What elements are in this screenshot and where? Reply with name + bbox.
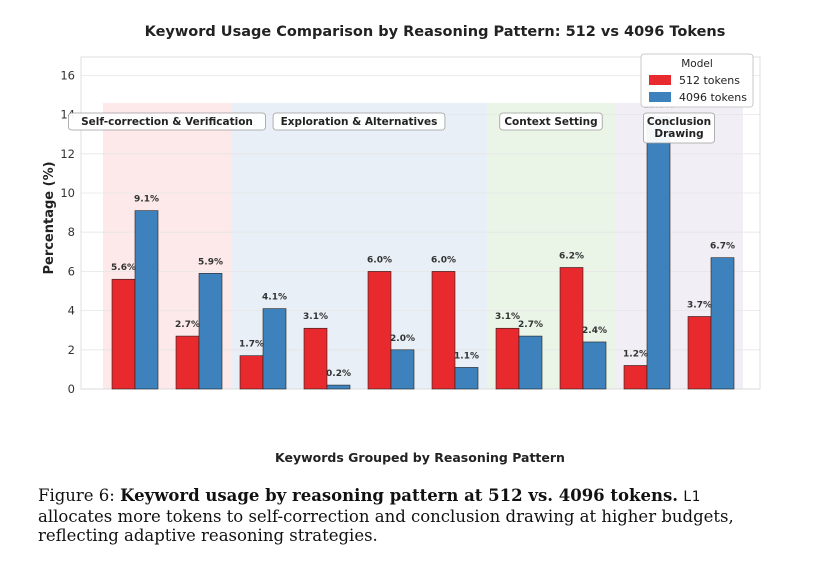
bar-4096-tokens: [582, 341, 607, 390]
bar-value-label: 1.1%: [454, 351, 479, 361]
bar-512-tokens: [495, 327, 520, 390]
bar-value-label: 4.1%: [262, 293, 287, 303]
y-tick-label: 6: [68, 264, 75, 278]
bar-512-tokens: [431, 271, 456, 390]
y-tick-label: 4: [68, 304, 75, 318]
group-label-box: [68, 112, 266, 131]
caption-title: Keyword usage by reasoning pattern at 51…: [120, 486, 678, 505]
bar-value-label: 1.2%: [623, 349, 648, 359]
figure-caption: Figure 6: Keyword usage by reasoning pat…: [38, 486, 778, 545]
bar-512-tokens: [367, 271, 392, 390]
bar-value-label: 6.7%: [710, 242, 735, 252]
bar-4096-tokens: [198, 273, 223, 390]
legend-label: 4096 tokens: [679, 91, 747, 104]
group-label-box: [272, 112, 446, 131]
bar-value-label: 0.2%: [326, 369, 351, 379]
bar-value-label: 3.1%: [495, 312, 520, 322]
legend-title: Model: [681, 58, 713, 70]
bar-512-tokens: [111, 278, 136, 390]
bar-512-tokens: [687, 316, 712, 390]
legend-label: 512 tokens: [679, 74, 740, 87]
y-tick-label: 8: [68, 225, 75, 239]
y-tick-label: 2: [68, 343, 75, 357]
legend-swatch: [649, 92, 671, 102]
bar-value-label: 6.0%: [431, 255, 456, 265]
bar-value-label: 6.0%: [367, 255, 392, 265]
model-name: L1: [683, 489, 701, 505]
bar-value-label: 2.7%: [518, 320, 543, 330]
chart-legend: Model 512 tokens 4096 tokens: [640, 53, 754, 108]
chart-figure: 0 2 4 6 8 10 12 14 16 5.6% 2.7% 1.7% 3.1% 6.0% 6.0% 3.…: [42, 24, 761, 465]
group-label: Context Setting: [504, 116, 597, 128]
group-label-box: [499, 112, 603, 131]
bar-4096-tokens: [646, 116, 671, 390]
plot-frame: [80, 56, 761, 390]
bar-4096-tokens: [710, 257, 735, 390]
x-axis-label: Keywords Grouped by Reasoning Pattern: [275, 450, 565, 465]
bar-4096-tokens: [390, 349, 415, 390]
bar-value-label: 1.7%: [239, 340, 264, 350]
bar-value-label: 5.6%: [111, 263, 136, 273]
bar-512-tokens: [303, 327, 328, 390]
bar-4096-tokens: [326, 384, 351, 390]
y-tick-label: 12: [60, 147, 75, 161]
group-label-box: [643, 112, 715, 144]
bar-value-label: 3.1%: [303, 312, 328, 322]
chart-title: Keyword Usage Comparison by Reasoning Pa…: [145, 24, 726, 40]
bar-value-label: 5.9%: [198, 257, 223, 267]
y-tick-label: 10: [60, 186, 75, 200]
bar-512-tokens: [559, 267, 584, 390]
group-label: Exploration & Alternatives: [281, 116, 438, 128]
bar-512-tokens: [623, 365, 648, 390]
bar-value-label: 3.7%: [687, 300, 712, 310]
bar-value-label: 6.2%: [559, 251, 584, 261]
y-tick-label: 0: [68, 382, 75, 396]
bar-4096-tokens: [262, 308, 287, 390]
y-axis-label: Percentage (%): [42, 161, 57, 274]
legend-swatch: [649, 75, 671, 85]
bar-value-label: 2.7%: [175, 320, 200, 330]
bar-4096-tokens: [454, 367, 479, 390]
bar-4096-tokens: [518, 335, 543, 390]
group-label: Self-correction & Verification: [81, 116, 253, 128]
bar-4096-tokens: [134, 210, 159, 390]
caption-body: allocates more tokens to self-correction…: [38, 507, 734, 545]
bar-512-tokens: [239, 355, 264, 390]
y-tick-label: 16: [60, 68, 75, 82]
group-label: Conclusion Drawing: [647, 116, 711, 140]
figure-label: Figure 6:: [38, 486, 115, 505]
bar-value-label: 2.0%: [390, 334, 415, 344]
bar-512-tokens: [175, 335, 200, 390]
bar-value-label: 9.1%: [134, 195, 159, 205]
bar-value-label: 2.4%: [582, 326, 607, 336]
